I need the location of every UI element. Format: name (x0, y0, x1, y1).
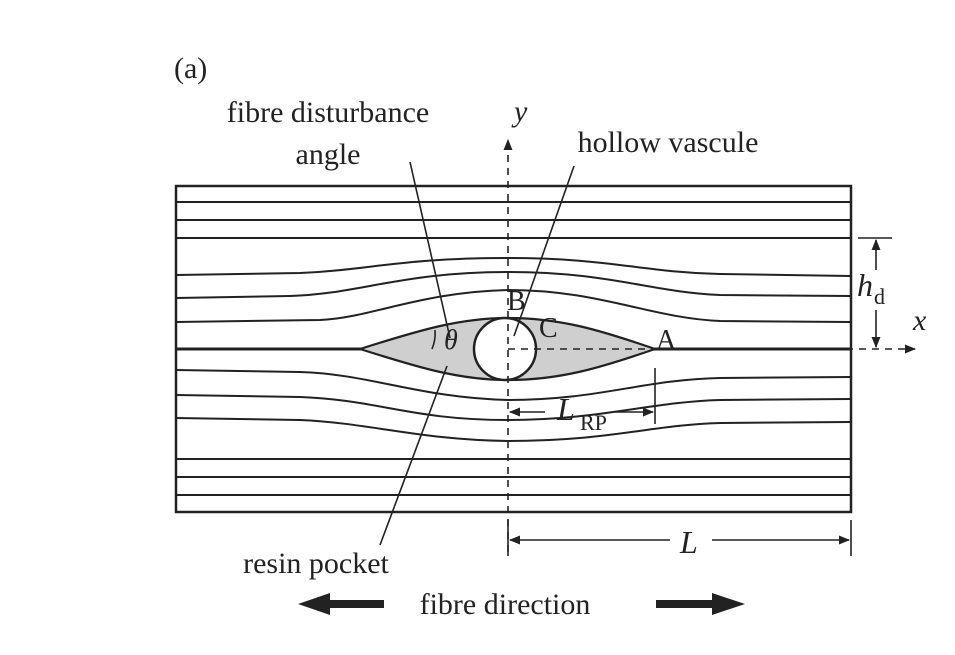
point-b-label: B (507, 286, 526, 317)
fibre-direction-label: fibre direction (420, 588, 591, 621)
fibre-angle-label-line2: angle (296, 138, 361, 171)
x-axis-label: x (912, 304, 927, 337)
fibre-lines (175, 201, 852, 496)
fibre-angle-leader (409, 161, 451, 339)
hollow-vascule-label: hollow vascule (578, 126, 759, 159)
l-dimension-label: L (679, 524, 698, 560)
fibre-line (175, 256, 852, 277)
fibre-line (175, 369, 852, 402)
lrp-dimension-subscript: RP (580, 410, 607, 435)
lrp-dimension-label: L (556, 391, 575, 427)
hd-dimension-label: h (857, 267, 873, 303)
fibre-direction-left-arrow (298, 593, 384, 615)
theta-label: θ (444, 325, 458, 356)
hollow-vascule-leader (513, 165, 575, 337)
theta-angle-arc (431, 329, 436, 350)
y-axis-label: y (511, 95, 528, 128)
resin-pocket-leader (379, 365, 448, 546)
fibre-line (175, 394, 852, 422)
resin-pocket-label: resin pocket (243, 547, 389, 580)
fibre-direction-right-arrow (656, 593, 745, 615)
hd-dimension-subscript: d (874, 284, 885, 309)
fibre-line (175, 417, 852, 443)
fibre-angle-label-line1: fibre disturbance (227, 96, 429, 129)
point-a-label: A (656, 325, 677, 356)
point-c-label: C (539, 313, 558, 344)
panel-label: (a) (174, 52, 207, 85)
